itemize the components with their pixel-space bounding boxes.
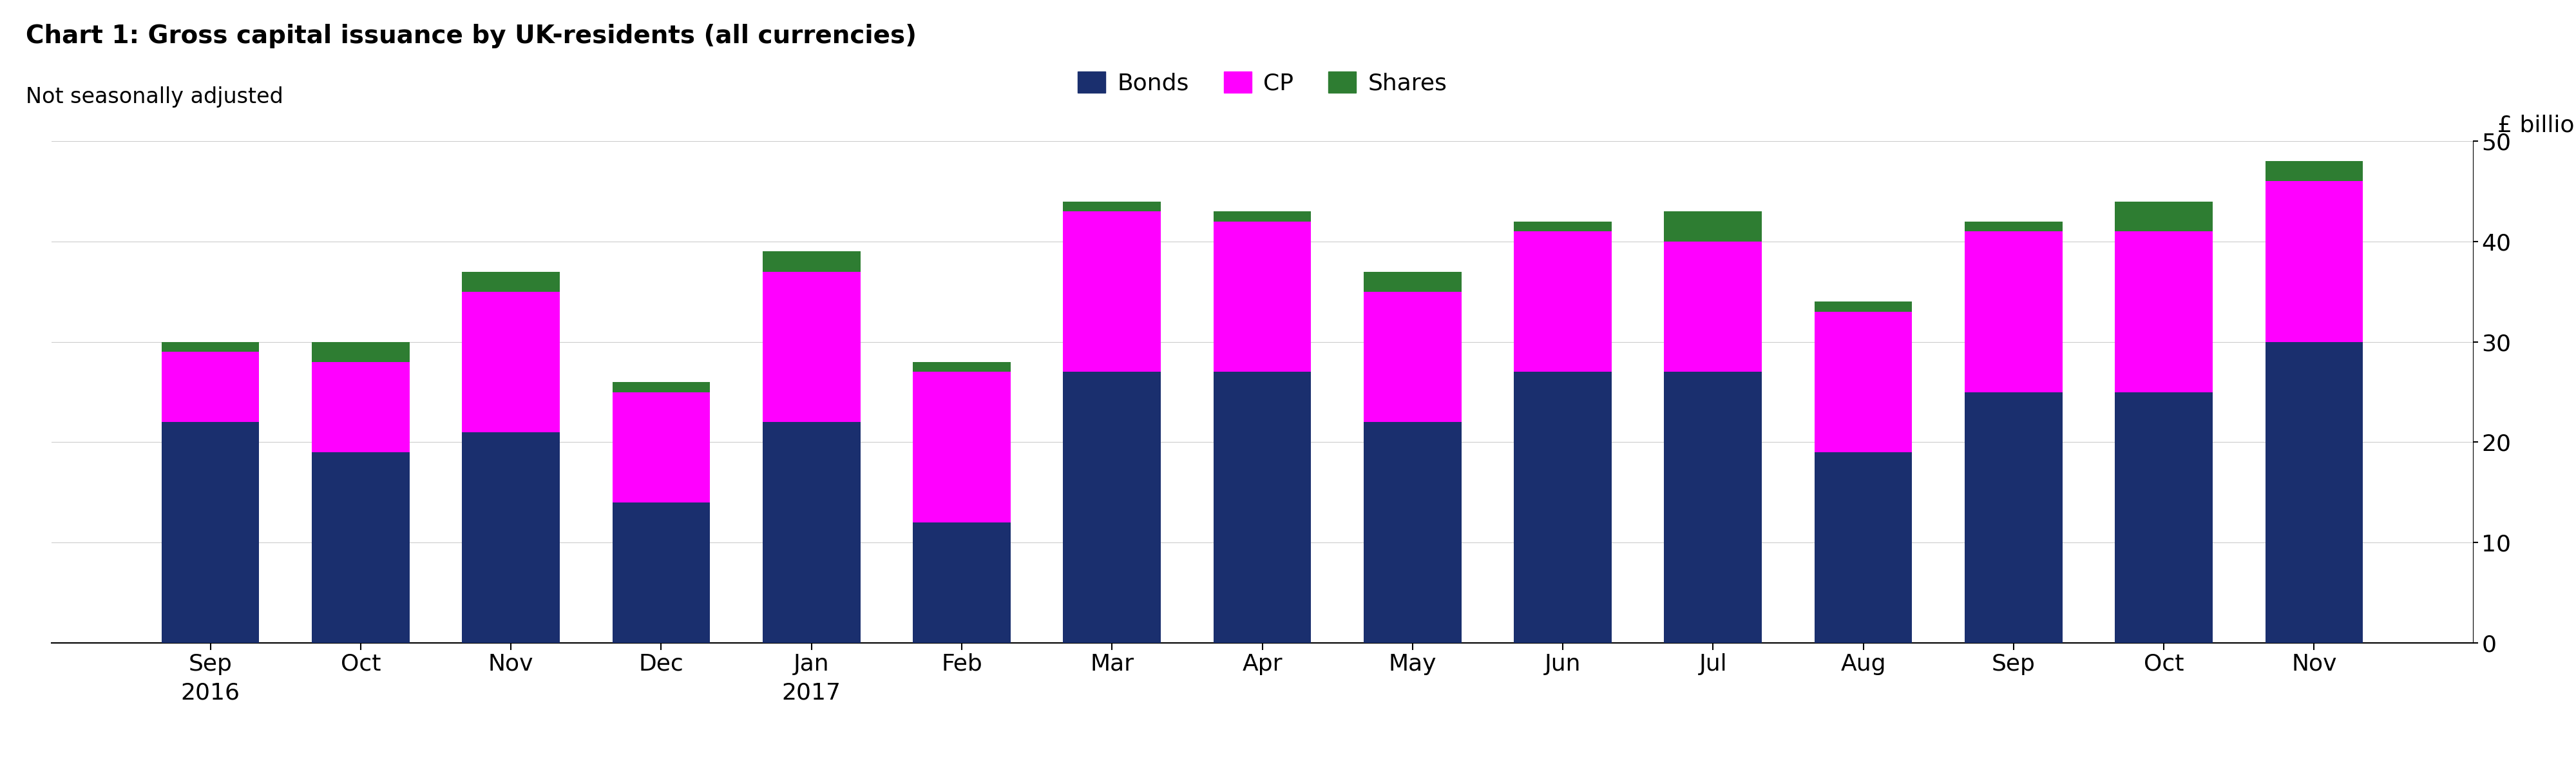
Bar xyxy=(1363,292,1461,422)
Bar xyxy=(1213,212,1311,221)
Bar xyxy=(1664,241,1762,372)
Bar xyxy=(1064,201,1162,212)
Bar xyxy=(1515,372,1613,643)
Bar xyxy=(1814,312,1911,452)
Bar xyxy=(312,452,410,643)
Text: Chart 1: Gross capital issuance by UK-residents (all currencies): Chart 1: Gross capital issuance by UK-re… xyxy=(26,24,917,48)
Legend: Bonds, CP, Shares: Bonds, CP, Shares xyxy=(1069,63,1455,104)
Bar xyxy=(312,362,410,452)
Bar xyxy=(762,422,860,643)
Text: Not seasonally adjusted: Not seasonally adjusted xyxy=(26,86,283,107)
Bar xyxy=(613,382,711,392)
Bar xyxy=(1814,302,1911,312)
Bar xyxy=(2115,201,2213,231)
Bar xyxy=(1213,372,1311,643)
Bar xyxy=(2115,392,2213,643)
Bar xyxy=(2115,231,2213,392)
Bar xyxy=(613,503,711,643)
Bar xyxy=(162,422,260,643)
Bar xyxy=(2264,181,2362,342)
Bar xyxy=(1965,221,2063,231)
Bar xyxy=(312,342,410,362)
Bar xyxy=(162,342,260,352)
Bar xyxy=(461,432,559,643)
Bar xyxy=(1515,231,1613,372)
Bar xyxy=(162,352,260,422)
Y-axis label: £ billions: £ billions xyxy=(2496,114,2576,136)
Bar xyxy=(613,392,711,503)
Bar xyxy=(2264,162,2362,181)
Bar xyxy=(461,292,559,432)
Bar xyxy=(1515,221,1613,231)
Bar xyxy=(912,372,1010,522)
Bar xyxy=(1664,372,1762,643)
Bar xyxy=(1213,221,1311,372)
Bar xyxy=(1965,392,2063,643)
Bar xyxy=(762,271,860,422)
Bar xyxy=(1064,212,1162,372)
Bar xyxy=(1064,372,1162,643)
Bar xyxy=(1664,212,1762,241)
Bar xyxy=(912,362,1010,372)
Bar xyxy=(1965,231,2063,392)
Bar xyxy=(2264,342,2362,643)
Bar xyxy=(762,252,860,271)
Bar xyxy=(912,522,1010,643)
Bar xyxy=(1363,422,1461,643)
Bar xyxy=(1814,452,1911,643)
Bar xyxy=(1363,271,1461,292)
Bar xyxy=(461,271,559,292)
